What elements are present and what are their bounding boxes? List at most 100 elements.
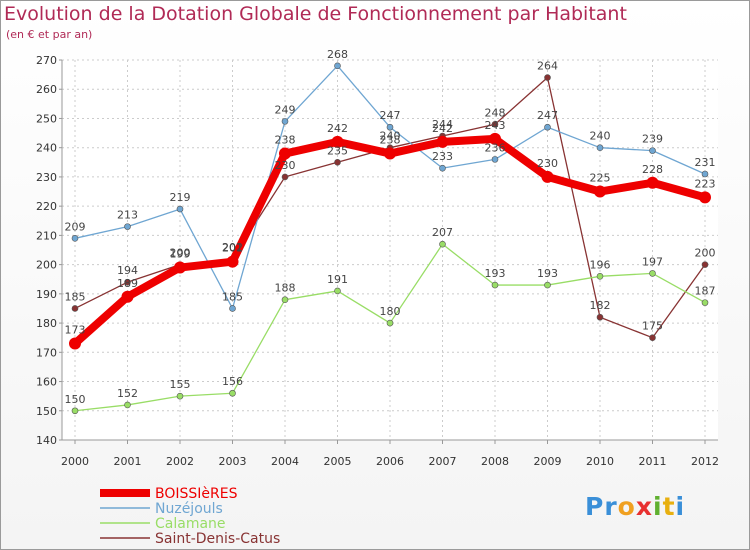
data-point xyxy=(701,261,709,268)
data-point xyxy=(226,255,239,268)
logo-letter: t xyxy=(662,492,676,521)
data-label: 244 xyxy=(432,118,453,131)
data-point xyxy=(491,156,499,163)
data-label: 238 xyxy=(275,134,296,147)
data-label: 200 xyxy=(695,247,716,260)
data-point xyxy=(596,313,604,321)
chart-title: Evolution de la Dotation Globale de Fonc… xyxy=(4,3,627,25)
logo-letter: o xyxy=(617,492,636,521)
data-point xyxy=(176,205,184,213)
data-label: 193 xyxy=(537,267,558,280)
x-tick-label: 2002 xyxy=(166,455,194,468)
y-tick-label: 180 xyxy=(36,317,57,330)
data-label: 207 xyxy=(432,226,453,239)
data-label: 231 xyxy=(695,156,716,169)
data-point xyxy=(646,176,659,189)
data-point xyxy=(281,173,289,181)
data-label: 235 xyxy=(327,144,348,157)
x-tick-label: 2000 xyxy=(61,455,89,468)
y-tick-label: 260 xyxy=(36,83,57,96)
data-point xyxy=(281,118,289,125)
data-point xyxy=(544,74,551,81)
data-point xyxy=(701,170,709,178)
data-label: 193 xyxy=(485,267,506,280)
legend-label: Saint-Denis-Catus xyxy=(155,531,280,547)
data-point xyxy=(121,290,134,303)
x-tick-label: 2005 xyxy=(324,455,352,468)
data-label: 233 xyxy=(432,150,453,163)
logo-letter: P xyxy=(585,492,605,521)
x-tick-label: 2004 xyxy=(271,455,299,468)
data-point xyxy=(491,121,499,128)
y-tick-label: 190 xyxy=(36,288,57,301)
data-point xyxy=(701,299,709,306)
x-tick-label: 2003 xyxy=(219,455,247,468)
data-label: 150 xyxy=(65,393,86,406)
x-tick-label: 2006 xyxy=(376,455,404,468)
data-label: 243 xyxy=(485,119,506,132)
data-label: 196 xyxy=(590,258,611,271)
x-tick-label: 2007 xyxy=(429,455,457,468)
data-point xyxy=(594,185,606,198)
logo-letter: i xyxy=(675,492,686,521)
data-point xyxy=(334,287,341,295)
data-point xyxy=(386,123,394,131)
data-point xyxy=(124,401,131,409)
data-label: 230 xyxy=(537,157,558,170)
y-tick-label: 140 xyxy=(36,434,57,447)
chart-subtitle: (en € et par an) xyxy=(6,28,93,41)
axes: 140 150 160 170 180 190 200 210 220 230 240 250 260 2… xyxy=(36,54,719,468)
data-label: 185 xyxy=(65,290,86,303)
data-point xyxy=(229,389,236,397)
data-label: 200 xyxy=(170,247,191,260)
data-label: 175 xyxy=(642,320,663,333)
data-point xyxy=(436,135,449,148)
data-point xyxy=(649,147,656,154)
data-point xyxy=(71,407,79,415)
data-point xyxy=(384,147,396,160)
y-tick-label: 160 xyxy=(36,376,57,389)
x-tick-label: 2009 xyxy=(534,455,562,468)
data-label: 247 xyxy=(537,109,558,122)
legend: BOISSIèRESNuzéjoulsCalamaneSaint-Denis-C… xyxy=(100,486,280,547)
data-label: 242 xyxy=(432,122,453,135)
data-point xyxy=(174,261,186,274)
data-label: 155 xyxy=(170,378,191,391)
y-tick-label: 150 xyxy=(36,405,57,418)
data-label: 236 xyxy=(485,141,506,154)
data-point xyxy=(386,319,394,327)
data-label: 156 xyxy=(222,375,243,388)
y-tick-label: 200 xyxy=(36,259,57,272)
data-point xyxy=(544,123,551,131)
data-point xyxy=(176,392,184,400)
data-label: 173 xyxy=(65,324,86,337)
logo-letter: x xyxy=(635,492,653,521)
y-tick-label: 270 xyxy=(36,54,57,67)
y-tick-label: 240 xyxy=(36,142,57,155)
data-point xyxy=(439,240,446,248)
proxiti-logo: Proxiti xyxy=(585,492,685,521)
x-tick-label: 2011 xyxy=(639,455,667,468)
data-label: 180 xyxy=(380,305,401,318)
data-point xyxy=(331,135,344,148)
data-label: 191 xyxy=(327,273,348,286)
data-point xyxy=(334,62,341,70)
logo-letter: i xyxy=(653,492,663,521)
data-point xyxy=(649,334,656,341)
data-point xyxy=(544,281,551,289)
data-label: 228 xyxy=(642,163,663,176)
data-label: 225 xyxy=(590,172,611,185)
data-label: 240 xyxy=(590,130,611,143)
x-tick-label: 2008 xyxy=(481,455,509,468)
data-point xyxy=(699,191,711,204)
data-point xyxy=(71,235,79,242)
grid-lines xyxy=(62,59,718,441)
x-tick-label: 2012 xyxy=(691,455,719,468)
x-tick-label: 2010 xyxy=(586,455,614,468)
data-label: 199 xyxy=(170,248,191,261)
data-label: 201 xyxy=(222,242,243,255)
legend-label: Nuzéjouls xyxy=(155,501,223,517)
data-label: 152 xyxy=(117,387,138,400)
